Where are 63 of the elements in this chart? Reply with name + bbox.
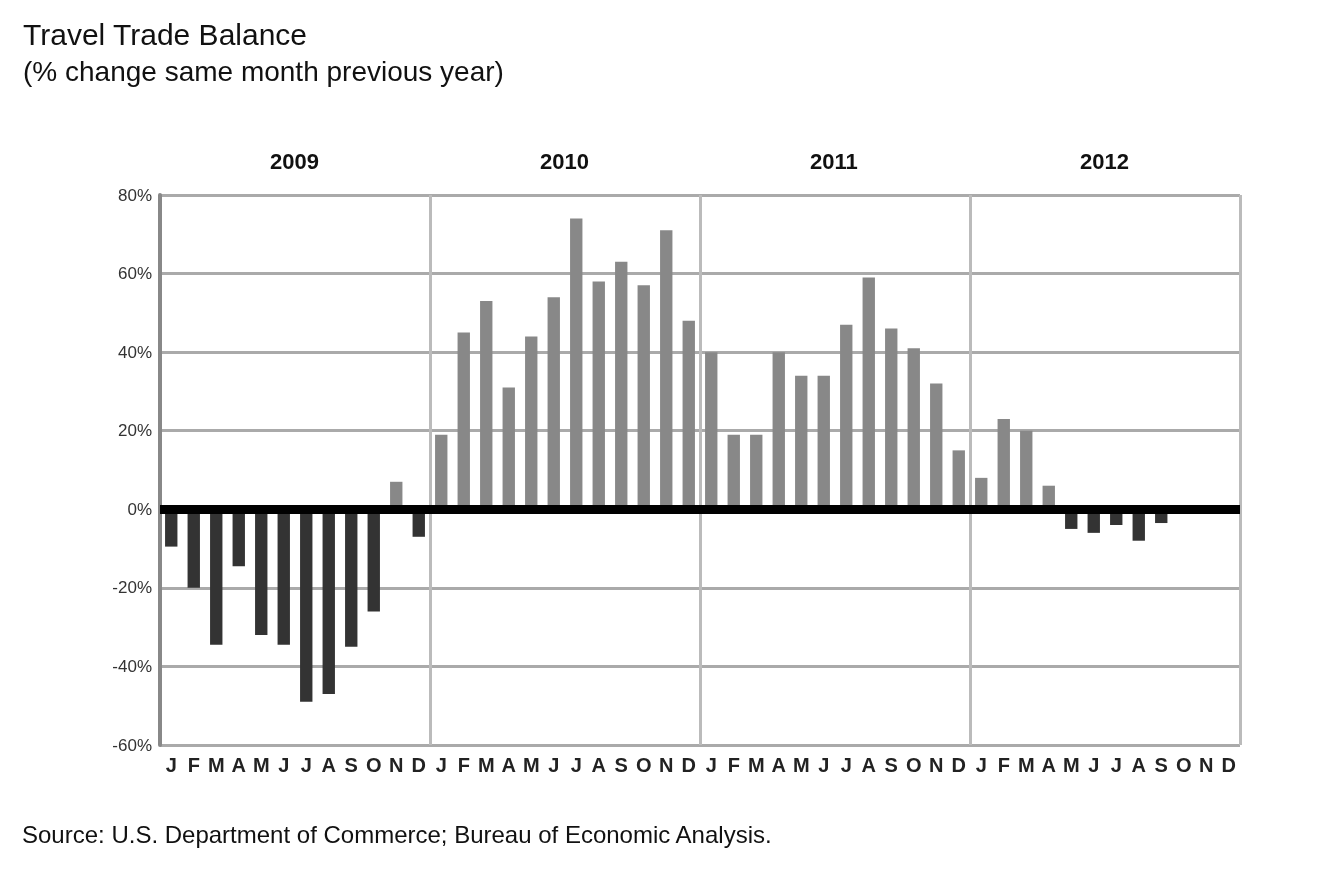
x-tick-label: F: [457, 754, 470, 776]
x-tick-label: A: [591, 754, 606, 776]
x-tick-label: A: [1041, 754, 1056, 776]
x-tick-label: J: [570, 754, 582, 776]
x-tick-label: S: [884, 754, 898, 776]
y-tick-label: 0%: [127, 499, 152, 519]
y-tick-label: -40%: [112, 656, 152, 676]
x-tick-label: A: [321, 754, 336, 776]
x-tick-label: A: [231, 754, 246, 776]
x-tick-label: J: [1088, 754, 1100, 776]
x-tick-label: J: [818, 754, 830, 776]
x-tick-label: S: [614, 754, 628, 776]
x-tick-label: N: [1199, 754, 1214, 776]
x-tick-label: F: [727, 754, 740, 776]
x-tick-label: O: [905, 754, 922, 776]
x-tick-label: N: [389, 754, 404, 776]
x-tick-label: A: [501, 754, 516, 776]
x-tick-label: J: [548, 754, 560, 776]
x-tick-label: M: [747, 754, 765, 776]
text: 2010: [540, 148, 589, 174]
x-tick-label: J: [165, 754, 177, 776]
y-tick-label: 80%: [117, 185, 152, 205]
x-tick-label: D: [1221, 754, 1236, 776]
x-tick-label: F: [187, 754, 200, 776]
x-tick-label: A: [771, 754, 786, 776]
x-tick-label: D: [681, 754, 696, 776]
x-tick-label: A: [861, 754, 876, 776]
y-tick-label: 20%: [117, 421, 152, 441]
x-tick-label: M: [792, 754, 810, 776]
x-tick-label: M: [252, 754, 270, 776]
x-tick-label: S: [344, 754, 358, 776]
x-tick-label: S: [1154, 754, 1168, 776]
x-tick-label: J: [278, 754, 290, 776]
text: 2012: [1080, 148, 1129, 174]
text: 2011: [810, 148, 858, 174]
x-tick-label: J: [300, 754, 312, 776]
x-tick-label: O: [1175, 754, 1192, 776]
x-tick-label: O: [365, 754, 382, 776]
text: 2009: [270, 148, 319, 174]
x-tick-label: O: [635, 754, 652, 776]
source-note: Source: U.S. Department of Commerce; Bureau of Economic Analysis.: [22, 820, 772, 848]
x-tick-label: M: [1017, 754, 1035, 776]
x-tick-label: M: [522, 754, 540, 776]
x-tick-label: M: [207, 754, 225, 776]
y-tick-label: 40%: [117, 342, 152, 362]
x-tick-label: M: [1062, 754, 1080, 776]
x-tick-label: J: [435, 754, 447, 776]
x-tick-label: N: [659, 754, 674, 776]
x-tick-label: J: [840, 754, 852, 776]
x-tick-label: N: [929, 754, 944, 776]
x-tick-label: A: [1131, 754, 1146, 776]
x-tick-label: J: [1110, 754, 1122, 776]
x-tick-label: M: [477, 754, 495, 776]
x-tick-label: F: [997, 754, 1010, 776]
chart-subtitle: (% change same month previous year): [23, 55, 504, 87]
y-tick-label: -20%: [112, 578, 152, 598]
x-tick-label: J: [975, 754, 987, 776]
x-tick-label: D: [951, 754, 966, 776]
chart-title: Travel Trade Balance: [23, 17, 308, 51]
x-tick-label: J: [705, 754, 717, 776]
y-tick-label: 60%: [117, 264, 152, 284]
y-tick-label: -60%: [112, 735, 152, 755]
x-tick-label: D: [411, 754, 426, 776]
